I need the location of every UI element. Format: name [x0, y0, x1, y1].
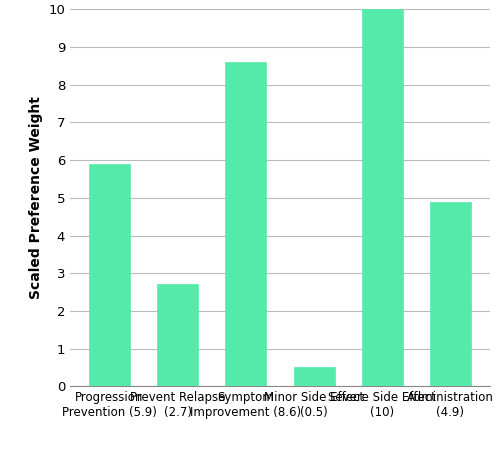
- Bar: [294, 367, 335, 386]
- Bar: [158, 284, 198, 386]
- Bar: [430, 202, 471, 386]
- Bar: [89, 164, 130, 386]
- Bar: [226, 62, 266, 386]
- Y-axis label: Scaled Preference Weight: Scaled Preference Weight: [28, 97, 42, 299]
- Bar: [362, 9, 403, 386]
